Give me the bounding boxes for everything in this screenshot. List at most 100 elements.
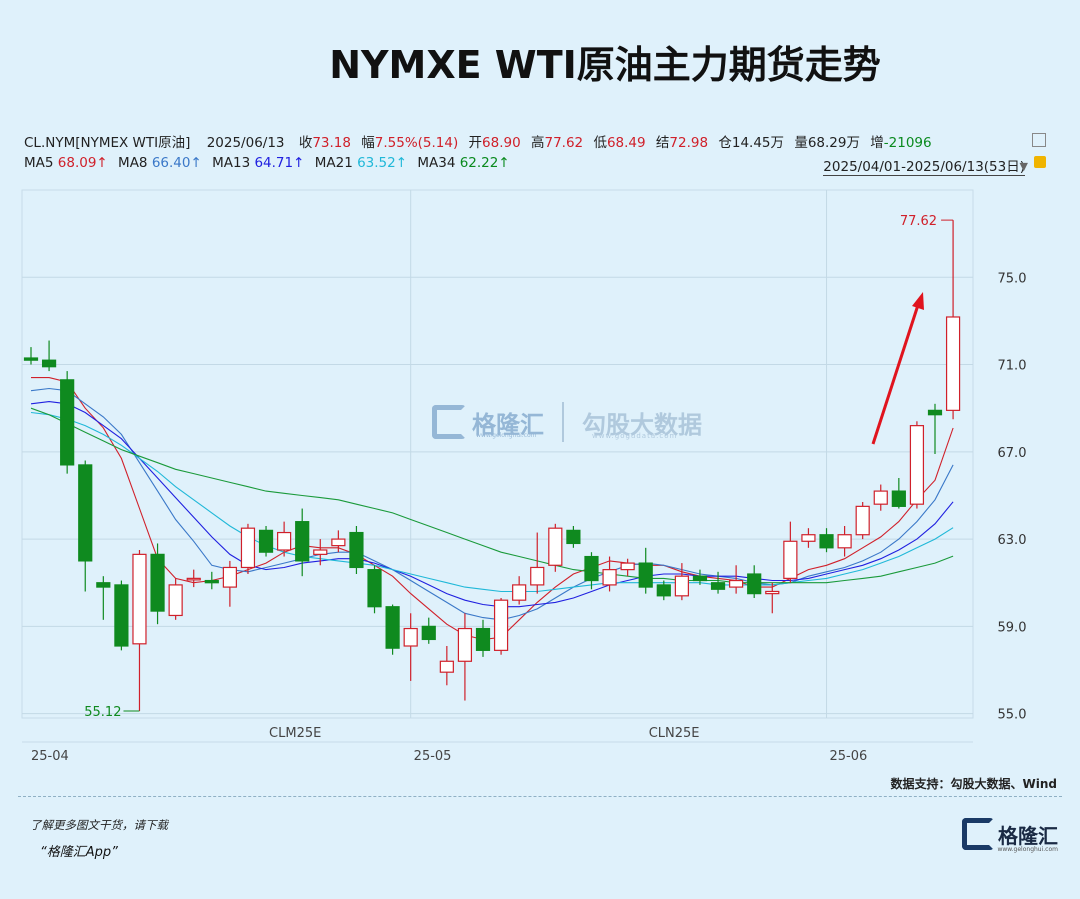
candle-body [747,573,762,595]
candle-body [945,316,961,411]
divider [18,796,1062,797]
min-label: 55.12 [84,705,121,720]
volume-label: 量 [794,135,808,151]
candle-body [710,582,726,590]
x-tick-label: 25-05 [414,749,452,764]
x-tick-label: CLM25E [269,726,321,741]
candle-body [620,562,635,571]
ma-line-ma34 [30,407,954,584]
candle-body [277,531,292,551]
candle-body [132,553,147,645]
volume-value: 68.29万 [807,135,860,151]
candle-body [512,584,527,601]
logo-url: www.gelonghui.com [997,846,1058,853]
ma5-value: 68.09↑ [57,155,108,171]
candle-body [421,625,436,641]
y-tick-label: 59.0 [998,620,1027,635]
promo-text: 了解更多图文干货，请下载 [30,818,168,832]
candle-body [837,534,852,549]
candle-body [367,569,382,608]
ma-line-ma21 [30,411,954,593]
x-tick-label: CLN25E [649,726,700,741]
candle-body [385,606,400,649]
brand-logo: 格隆汇 www.gelonghui.com [962,818,1058,853]
x-tick-label: 25-04 [31,749,69,764]
y-tick-label: 75.0 [998,271,1027,286]
candle-body [114,584,129,647]
candle-body [457,627,473,662]
watermark-left-text: 格隆汇 [472,410,544,439]
ma-legend: MA5 68.09↑ MA8 66.40↑ MA13 64.71↑ MA21 6… [24,155,516,171]
chart-title: NYMXE WTI原油主力期货走势 [329,43,881,87]
candle-body [23,357,39,361]
candle-body [819,534,834,549]
candle-body [530,566,545,586]
candle-body [638,562,653,588]
promo-app-name: “格隆汇App” [40,845,118,860]
ma-line-ma13 [30,401,954,608]
candle-body [801,534,816,542]
candle-body [349,531,364,569]
settings-icon[interactable] [1032,133,1046,147]
candle-body [891,490,906,507]
oi-label: 仓 [718,135,732,151]
candle-body [584,555,599,582]
ma5-label: MA5 [24,155,54,171]
watermark-right-sub: www.gogudata.com [592,432,678,440]
candle-body [313,549,328,555]
lock-icon[interactable] [1034,156,1046,168]
candle-body [150,553,165,612]
candle-body [927,409,943,416]
candle-body [222,566,237,588]
logo-text: 格隆汇 [998,823,1058,848]
candle-body [41,359,57,368]
y-tick-label: 55.0 [998,708,1027,723]
quote-date: 2025/06/13 [206,135,285,151]
date-range-selector[interactable]: 2025/04/01-2025/06/13(53日) [823,155,1025,176]
candle-body [855,505,870,536]
y-tick-label: 71.0 [998,359,1027,374]
candle-body [566,529,581,545]
candle-body [765,590,780,595]
settle-label: 结 [655,135,670,151]
increase-value: -21096 [883,135,932,151]
candle-body [331,538,346,547]
close-value: 73.18 [312,135,351,151]
ma8-label: MA8 [118,155,148,171]
open-value: 68.90 [482,135,521,151]
candle-body [909,425,925,505]
data-source: 数据支持：勾股大数据、Wind [890,777,1057,791]
candle-body [403,627,418,647]
ma-line-ma5 [31,377,954,641]
candle-body [729,579,744,588]
ma13-label: MA13 [212,155,251,171]
candle-body [475,627,491,651]
watermark-separator [562,402,564,442]
candle-body [548,527,563,566]
ma21-label: MA21 [314,155,353,171]
candle-body [873,490,888,505]
change-label: 幅 [361,135,375,151]
trend-arrow-head [912,292,924,310]
ma34-label: MA34 [417,155,456,171]
ma21-value: 63.52↑ [357,155,408,171]
candle-body [204,579,219,584]
low-label: 低 [593,135,607,151]
y-tick-label: 63.0 [998,533,1027,548]
close-label: 收 [298,135,313,151]
watermark-left-sub: www.gelonghui.com [476,432,537,439]
candle-body [783,540,798,579]
trend-arrow [871,304,920,445]
oi-value: 14.45万 [731,135,785,151]
candle-body [656,584,671,597]
x-tick-label: 25-06 [830,749,868,764]
candle-body [186,577,201,581]
change-value: 7.55%(5.14) [374,135,459,151]
quote-info-row: CL.NYM[NYMEX WTI原油] 2025/06/13 收73.18 幅7… [24,131,938,151]
y-tick-label: 67.0 [998,446,1027,461]
ma13-value: 64.71↑ [254,155,305,171]
dropdown-triangle-icon[interactable]: ▼ [1019,160,1028,173]
watermark-right-text: 勾股大数据 [582,410,702,439]
candle-body [78,464,93,562]
low-value: 68.49 [606,135,646,151]
